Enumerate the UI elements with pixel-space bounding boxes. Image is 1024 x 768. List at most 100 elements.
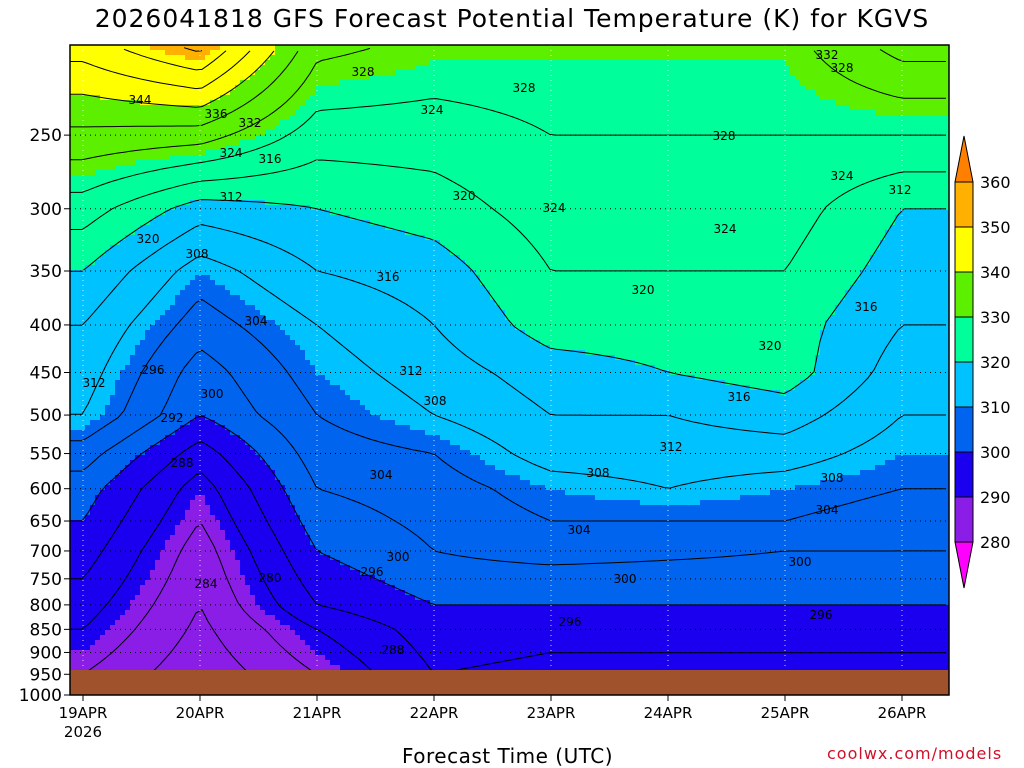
theta-cell [130, 615, 136, 621]
theta-cell [250, 185, 256, 191]
theta-cell [185, 325, 191, 331]
theta-cell [155, 485, 161, 491]
theta-cell [250, 205, 256, 211]
theta-cell [220, 490, 226, 496]
theta-cell [230, 660, 236, 666]
theta-cell [165, 90, 171, 96]
theta-cell [220, 285, 226, 291]
theta-cell [205, 485, 211, 491]
theta-cell [165, 285, 171, 291]
theta-cell [155, 90, 161, 96]
theta-cell [215, 665, 221, 671]
theta-cell [140, 80, 146, 86]
theta-cell [250, 355, 256, 361]
theta-cell [145, 330, 151, 336]
theta-cell [180, 620, 186, 626]
theta-cell [205, 540, 211, 546]
theta-cell [210, 560, 216, 566]
theta-cell [105, 275, 111, 281]
theta-cell [160, 505, 166, 511]
theta-cell [125, 85, 131, 91]
theta-cell [135, 60, 141, 66]
theta-cell [165, 475, 171, 481]
theta-cell [190, 80, 196, 86]
theta-cell [110, 140, 116, 146]
theta-cell [250, 435, 256, 441]
theta-cell [160, 540, 166, 546]
theta-cell [85, 175, 91, 181]
theta-cell [200, 360, 206, 366]
theta-cell [225, 415, 231, 421]
theta-cell [175, 405, 181, 411]
theta-cell [120, 225, 126, 231]
theta-cell [110, 340, 116, 346]
theta-cell [245, 65, 251, 71]
theta-cell [245, 45, 251, 51]
theta-cell [235, 450, 241, 456]
theta-cell [95, 605, 101, 611]
theta-cell [255, 595, 261, 601]
theta-cell [230, 310, 236, 316]
theta-cell [75, 395, 81, 401]
theta-cell [75, 120, 81, 126]
theta-cell [175, 345, 181, 351]
theta-cell [145, 70, 151, 76]
theta-cell [120, 430, 126, 436]
theta-cell [110, 160, 116, 166]
theta-cell [210, 290, 216, 296]
theta-cell [125, 350, 131, 356]
theta-cell [105, 390, 111, 396]
theta-cell [105, 505, 111, 511]
theta-cell [110, 635, 116, 641]
theta-cell [135, 250, 141, 256]
theta-cell [210, 490, 216, 496]
theta-cell [215, 615, 221, 621]
theta-cell [120, 630, 126, 636]
theta-cell [85, 430, 91, 436]
theta-cell [115, 630, 121, 636]
theta-cell [200, 480, 206, 486]
theta-cell [225, 610, 231, 616]
theta-cell [120, 215, 126, 221]
theta-cell [240, 295, 246, 301]
theta-cell [205, 215, 211, 221]
theta-cell [230, 445, 236, 451]
theta-cell [140, 335, 146, 341]
theta-cell [135, 340, 141, 346]
theta-cell [120, 90, 126, 96]
theta-cell [75, 645, 81, 651]
theta-cell [95, 50, 101, 56]
theta-cell [240, 255, 246, 261]
theta-cell [175, 365, 181, 371]
theta-cell [170, 665, 176, 671]
theta-cell [215, 470, 221, 476]
theta-cell [180, 325, 186, 331]
theta-cell [70, 105, 76, 111]
theta-cell [225, 565, 231, 571]
theta-cell [100, 490, 106, 496]
theta-cell [175, 45, 181, 51]
theta-cell [245, 105, 251, 111]
theta-cell [115, 430, 121, 436]
theta-cell [155, 425, 161, 431]
theta-cell [150, 585, 156, 591]
theta-cell [105, 595, 111, 601]
theta-cell [115, 100, 121, 106]
theta-cell [170, 50, 176, 56]
theta-cell [130, 630, 136, 636]
theta-cell [70, 495, 76, 501]
theta-cell [90, 330, 96, 336]
theta-cell [230, 570, 236, 576]
theta-cell [185, 285, 191, 291]
theta-cell [185, 485, 191, 491]
theta-cell [250, 260, 256, 266]
theta-cell [215, 565, 221, 571]
theta-cell [100, 570, 106, 576]
theta-cell [100, 200, 106, 206]
theta-cell [130, 225, 136, 231]
theta-cell [90, 365, 96, 371]
theta-cell [235, 210, 241, 216]
theta-cell [170, 615, 176, 621]
theta-cell [115, 75, 121, 81]
theta-cell [175, 80, 181, 86]
